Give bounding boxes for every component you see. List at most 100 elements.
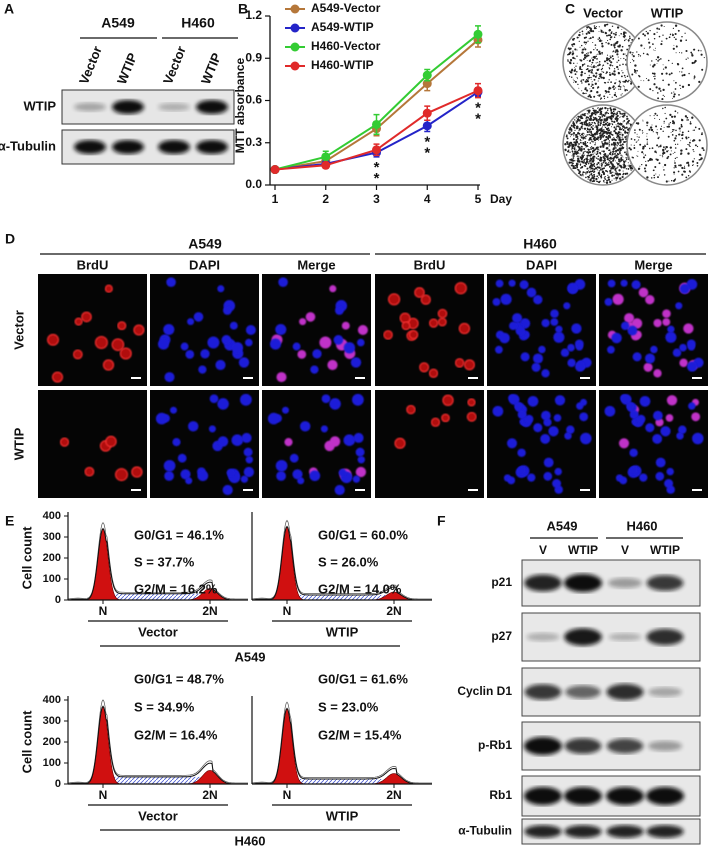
colony: [579, 122, 582, 125]
colony: [612, 110, 615, 113]
nucleus: [499, 332, 510, 344]
colony: [582, 135, 584, 137]
colony: [590, 71, 593, 74]
colony: [571, 129, 573, 131]
colony: [567, 60, 569, 62]
colony: [588, 131, 591, 133]
colony: [646, 141, 648, 143]
colony: [593, 95, 596, 98]
colony: [636, 133, 638, 135]
row-label: p27: [491, 629, 512, 643]
colony: [589, 174, 591, 176]
colony: [662, 94, 664, 96]
colony: [571, 147, 574, 150]
colony: [580, 126, 583, 129]
colony: [616, 61, 618, 63]
colony: [653, 33, 656, 36]
colony: [581, 155, 585, 159]
culture-plate: [626, 21, 708, 103]
colony: [603, 177, 606, 179]
colony: [601, 127, 603, 129]
colony: [576, 155, 578, 157]
nucleus: [217, 398, 229, 410]
colony: [658, 87, 661, 90]
colony: [591, 170, 594, 172]
colony: [575, 117, 577, 119]
nucleus: [74, 317, 83, 326]
colony: [583, 41, 586, 44]
nucleus: [580, 432, 592, 445]
colony: [591, 140, 593, 142]
colony: [654, 150, 657, 153]
colony: [572, 50, 574, 52]
colony: [588, 153, 590, 155]
colony: [623, 35, 626, 37]
colony: [656, 63, 658, 64]
nucleus: [660, 426, 671, 437]
colony: [613, 46, 616, 49]
colony: [590, 89, 593, 93]
nucleus: [548, 426, 559, 437]
nucleus: [517, 410, 527, 420]
colony: [575, 65, 577, 67]
colony: [624, 114, 626, 117]
colony: [670, 72, 673, 75]
nucleus: [619, 476, 628, 485]
s-phase-area: [106, 593, 214, 600]
nucleus: [676, 432, 684, 440]
colony: [653, 72, 656, 75]
colony: [585, 135, 587, 138]
y-tick-label: 0: [55, 778, 61, 790]
colony: [624, 53, 626, 55]
colony: [578, 170, 581, 173]
colony: [657, 137, 660, 140]
nucleus: [492, 405, 504, 417]
colony: [574, 119, 576, 121]
colony: [689, 121, 692, 123]
colony: [621, 143, 624, 146]
colony: [674, 143, 677, 146]
colony: [601, 67, 604, 70]
colony: [605, 111, 608, 114]
colony: [576, 152, 578, 154]
colony: [588, 31, 591, 35]
colony: [611, 155, 613, 157]
colony: [595, 180, 597, 182]
nucleus: [639, 395, 651, 407]
colony: [642, 120, 644, 122]
colony: [658, 136, 660, 138]
colony: [596, 152, 599, 155]
nucleus: [180, 342, 189, 351]
colony: [622, 112, 624, 114]
colony: [653, 176, 656, 179]
colony: [581, 30, 584, 33]
colony: [603, 131, 606, 134]
colony: [590, 173, 593, 176]
colony: [569, 130, 571, 132]
colony: [693, 129, 695, 131]
colony: [656, 56, 660, 59]
group-label: A549: [188, 236, 222, 252]
colony: [593, 48, 595, 51]
blot-band: [564, 825, 602, 838]
nucleus: [538, 345, 546, 354]
colony: [592, 74, 595, 77]
colony: [587, 125, 589, 127]
colony: [599, 159, 602, 162]
colony: [597, 122, 599, 125]
nucleus: [231, 434, 244, 447]
colony: [605, 71, 608, 74]
colony: [599, 124, 602, 126]
colony: [601, 126, 603, 127]
nucleus: [653, 318, 662, 328]
nucleus: [320, 425, 328, 433]
colony: [589, 51, 592, 54]
peak-label: N: [99, 604, 108, 618]
colony: [627, 167, 630, 170]
colony: [630, 82, 633, 85]
colony: [618, 169, 621, 172]
phase-stat: S = 34.9%: [134, 699, 195, 714]
colony: [586, 130, 589, 134]
colony: [586, 89, 589, 92]
colony: [589, 27, 592, 30]
